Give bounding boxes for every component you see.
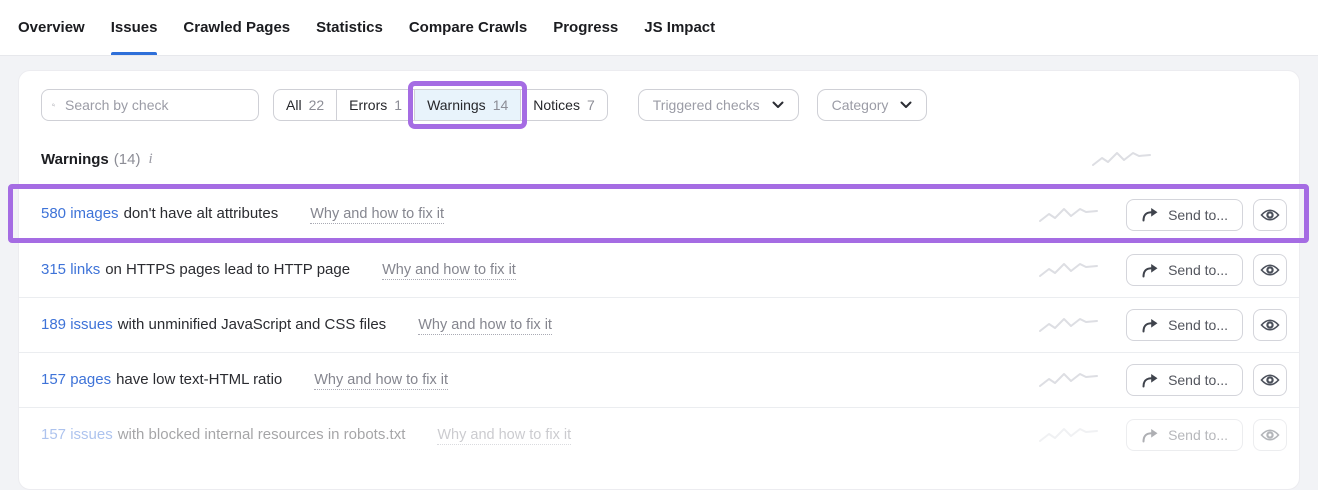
issue-count-link[interactable]: 157 pages — [41, 370, 112, 388]
issue-row: 315 links on HTTPS pages lead to HTTP pa… — [19, 242, 1299, 297]
send-to-label: Send to... — [1168, 372, 1228, 388]
filter-notices[interactable]: Notices 7 — [520, 90, 606, 120]
eye-icon — [1260, 429, 1280, 441]
dropdown-label: Category — [831, 97, 889, 113]
why-how-to-fix-link[interactable]: Why and how to fix it — [418, 316, 552, 335]
trend-sparkline — [1039, 428, 1099, 442]
filter-label: Errors — [349, 97, 388, 113]
filter-label: Warnings — [427, 97, 486, 113]
section-count: (14) — [113, 150, 141, 168]
issue-row: 580 images don't have alt attributes Why… — [8, 184, 1309, 243]
issue-text: with unminified JavaScript and CSS files — [117, 315, 387, 333]
issue-description: 157 issues with blocked internal resourc… — [41, 425, 572, 445]
issue-actions: Send to... — [1038, 254, 1287, 286]
info-icon[interactable]: i — [148, 150, 153, 167]
trend-sparkline — [1039, 318, 1099, 332]
why-how-to-fix-link[interactable]: Why and how to fix it — [437, 426, 572, 445]
redirect-arrow-icon — [1142, 208, 1158, 222]
issue-count-link[interactable]: 580 images — [41, 205, 119, 222]
issue-row: 189 issues with unminified JavaScript an… — [19, 297, 1299, 352]
issue-count-link[interactable]: 157 issues — [41, 425, 113, 443]
send-to-label: Send to... — [1168, 206, 1228, 223]
view-issues-button[interactable] — [1253, 364, 1287, 396]
eye-icon — [1260, 264, 1280, 276]
issue-actions: Send to... — [1038, 309, 1287, 341]
redirect-arrow-icon — [1142, 373, 1158, 387]
eye-icon — [1260, 374, 1280, 386]
send-to-label: Send to... — [1168, 317, 1228, 333]
trend-column-header: x — [1091, 143, 1287, 175]
search-input[interactable] — [63, 96, 248, 114]
eye-icon — [1260, 319, 1280, 331]
issue-actions: Send to... — [1038, 364, 1287, 396]
triggered-checks-dropdown[interactable]: Triggered checks — [637, 89, 799, 121]
view-issues-button[interactable] — [1253, 309, 1287, 341]
trend-sparkline — [1039, 207, 1099, 222]
issue-description: 157 pages have low text-HTML ratio Why a… — [41, 370, 449, 390]
tab-js-impact[interactable]: JS Impact — [644, 19, 716, 36]
filter-count: 1 — [394, 97, 403, 113]
send-to-button[interactable]: Send to... — [1126, 419, 1243, 451]
issue-actions: Send to... — [1038, 419, 1287, 451]
tab-progress[interactable]: Progress — [553, 19, 619, 36]
issue-text: with blocked internal resources in robot… — [117, 425, 406, 443]
audit-tabbar: Overview Issues Crawled Pages Statistics Com… — [0, 0, 1318, 56]
send-to-button[interactable]: Send to... — [1126, 198, 1243, 231]
issue-count-link[interactable]: 315 links — [41, 260, 101, 278]
redirect-arrow-icon — [1142, 318, 1158, 332]
filters-row: All 22 Errors 1 Warnings 14 Notices 7 Triggered… — [19, 81, 1299, 129]
send-to-button[interactable]: Send to... — [1126, 364, 1243, 396]
send-to-label: Send to... — [1168, 427, 1228, 443]
eye-icon — [1260, 208, 1280, 221]
filter-errors[interactable]: Errors 1 — [336, 90, 414, 120]
filter-count: 22 — [308, 97, 325, 113]
issue-description: 315 links on HTTPS pages lead to HTTP pa… — [41, 261, 516, 280]
trend-sparkline — [1039, 373, 1099, 387]
issues-panel: All 22 Errors 1 Warnings 14 Notices 7 Triggered… — [8, 70, 1309, 490]
filter-count: 7 — [586, 97, 595, 113]
trend-sparkline — [1039, 263, 1099, 277]
redirect-arrow-icon — [1142, 428, 1158, 442]
tab-issues[interactable]: Issues — [110, 0, 157, 55]
issue-description: 189 issues with unminified JavaScript an… — [41, 316, 552, 335]
tab-crawled-pages[interactable]: Crawled Pages — [183, 19, 291, 36]
warnings-section-header: Warnings (14) i x — [19, 147, 1299, 171]
tab-statistics[interactable]: Statistics — [316, 19, 383, 36]
tab-overview[interactable]: Overview — [18, 19, 85, 36]
filter-label: Notices — [533, 97, 580, 113]
filter-warnings[interactable]: Warnings 14 — [408, 81, 528, 129]
dropdown-label: Triggered checks — [652, 97, 760, 113]
search-icon — [52, 103, 55, 107]
issue-text: have low text-HTML ratio — [116, 370, 283, 388]
issue-count-link[interactable]: 189 issues — [41, 315, 113, 333]
send-to-button[interactable]: Send to... — [1126, 309, 1243, 341]
why-how-to-fix-link[interactable]: Why and how to fix it — [382, 261, 516, 280]
send-to-button[interactable]: Send to... — [1126, 254, 1243, 286]
category-dropdown[interactable]: Category — [816, 89, 928, 121]
filter-all[interactable]: All 22 — [274, 90, 336, 120]
chevron-down-icon — [772, 101, 784, 108]
view-issues-button[interactable] — [1253, 419, 1287, 451]
issue-row: 157 pages have low text-HTML ratio Why a… — [19, 352, 1299, 407]
filter-label: All — [286, 97, 302, 113]
chevron-down-icon — [900, 101, 912, 108]
issue-text: don't have alt attributes — [123, 205, 279, 222]
issue-actions: Send to... — [1038, 198, 1287, 231]
issue-row: 157 issues with blocked internal resourc… — [19, 407, 1299, 462]
issue-text: on HTTPS pages lead to HTTP page — [105, 260, 351, 278]
why-how-to-fix-link[interactable]: Why and how to fix it — [314, 371, 449, 390]
issue-description: 580 images don't have alt attributes Why… — [41, 205, 444, 224]
redirect-arrow-icon — [1142, 263, 1158, 277]
search-by-check[interactable] — [41, 89, 259, 121]
severity-filter: All 22 Errors 1 Warnings 14 Notices 7 — [273, 81, 608, 129]
trend-sparkline-icon — [1092, 152, 1151, 166]
issues-list: 580 images don't have alt attributes Why… — [8, 184, 1309, 462]
section-title: Warnings — [41, 150, 109, 168]
tab-compare-crawls[interactable]: Compare Crawls — [408, 19, 528, 36]
view-issues-button[interactable] — [1253, 254, 1287, 286]
filter-count: 14 — [492, 97, 509, 113]
why-how-to-fix-link[interactable]: Why and how to fix it — [310, 206, 444, 224]
view-issues-button[interactable] — [1253, 198, 1287, 231]
send-to-label: Send to... — [1168, 262, 1228, 278]
